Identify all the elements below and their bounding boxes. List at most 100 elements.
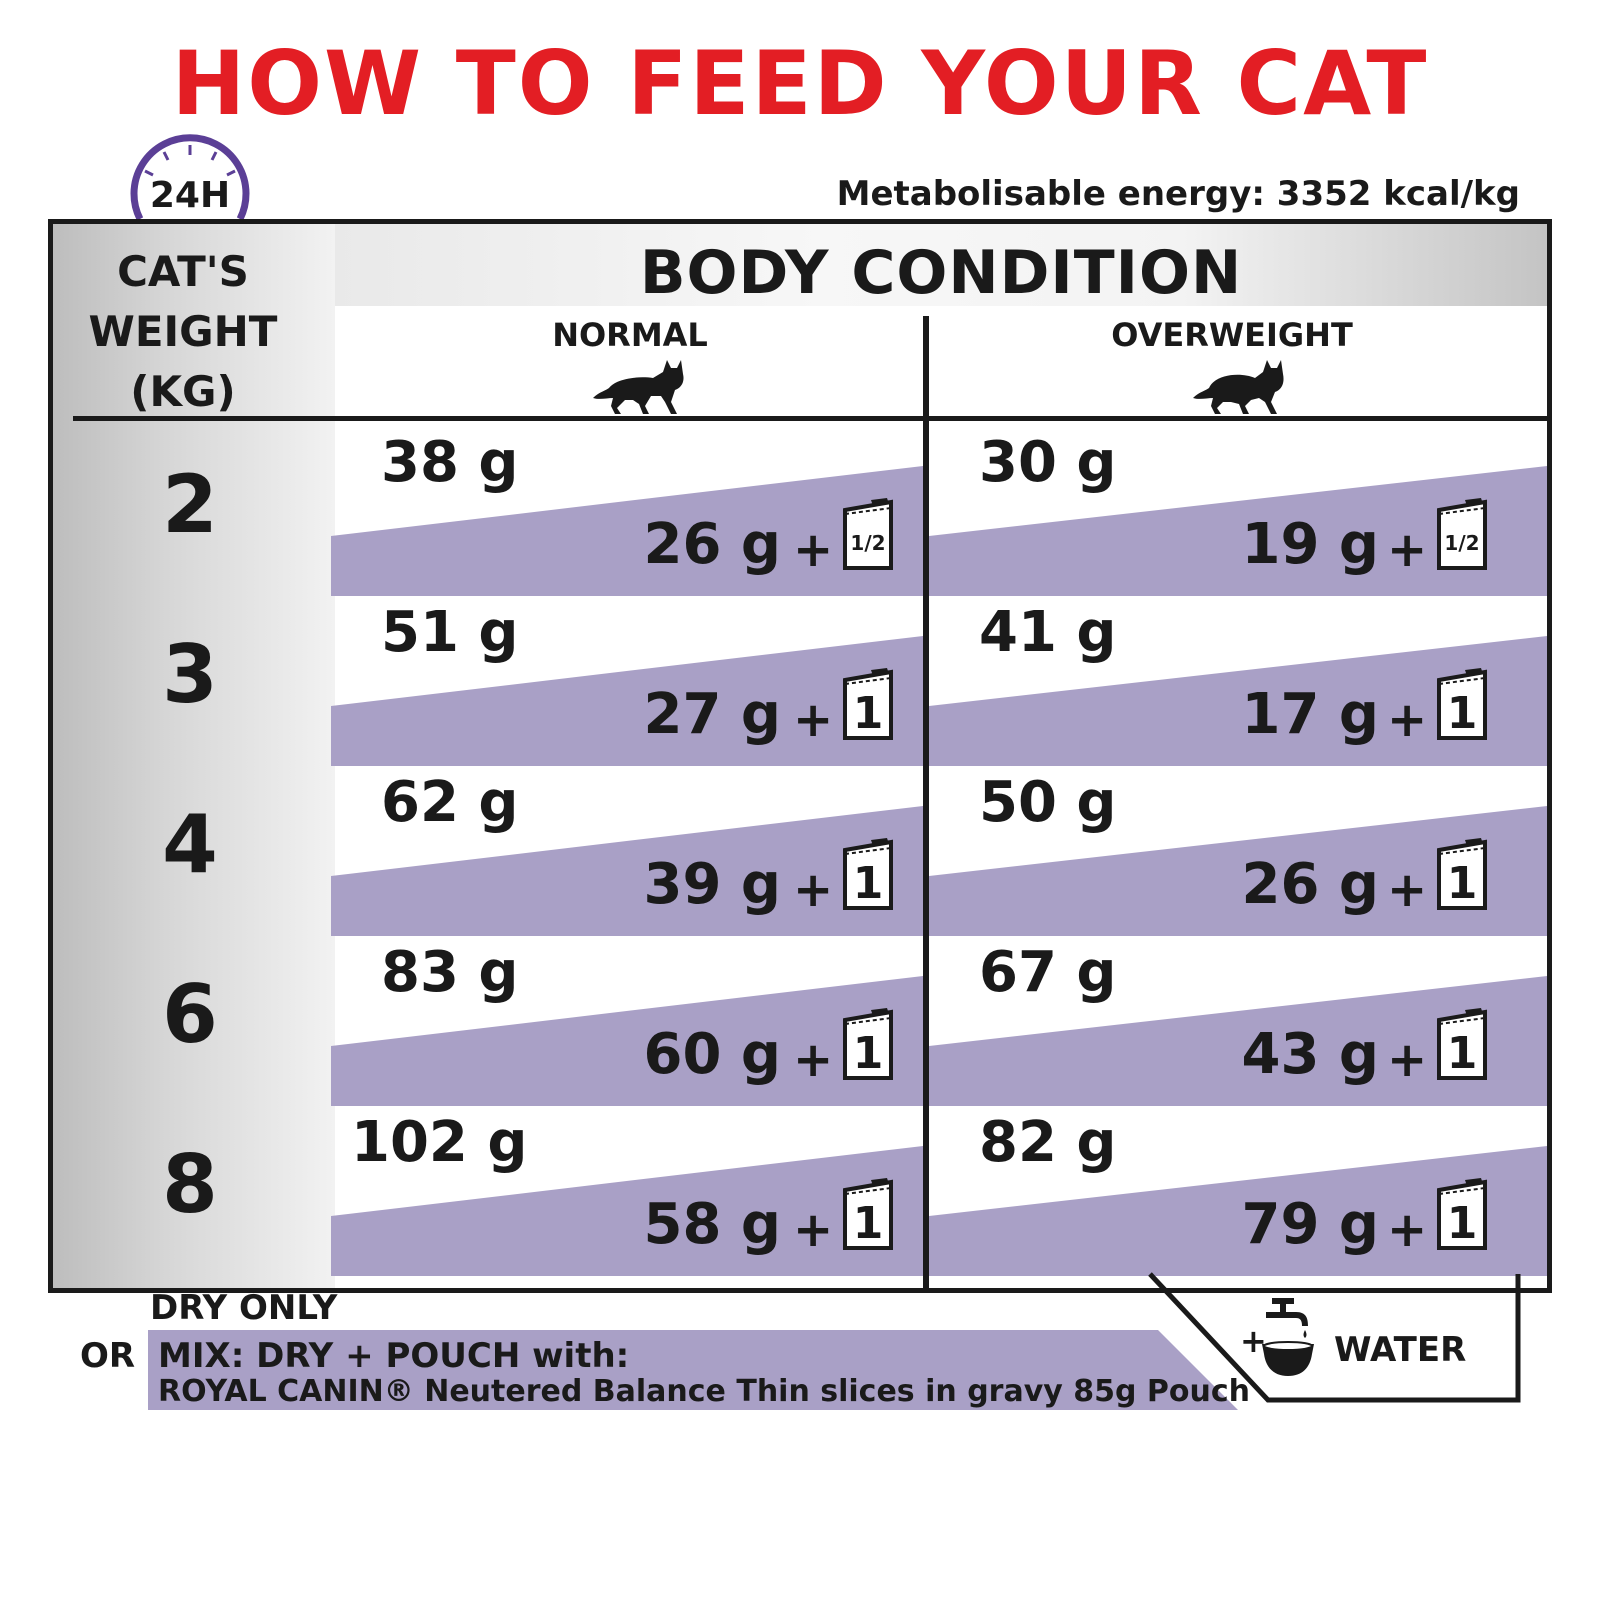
plus-sign: + — [793, 692, 834, 748]
plus-sign: + — [1387, 1202, 1428, 1258]
plus-sign: + — [793, 1032, 834, 1088]
pouch-icon: 1 — [843, 1008, 893, 1080]
column-header-normal: NORMAL — [552, 316, 708, 354]
mix-band-shape — [929, 466, 1547, 596]
weight-header: CAT'S WEIGHT (KG) — [53, 242, 313, 422]
mix-dry-amount: 27 g — [643, 682, 781, 747]
mix-band-fill — [331, 466, 923, 596]
plus-sign: + — [1387, 692, 1428, 748]
plus-sign: + — [1387, 862, 1428, 918]
mix-band-fill — [929, 466, 1547, 596]
mix-dry-amount: 43 g — [1241, 1022, 1379, 1087]
plus-sign: + — [793, 862, 834, 918]
legend-or: OR — [80, 1336, 136, 1376]
mix-band-fill — [929, 806, 1547, 936]
plus-sign: + — [1387, 1032, 1428, 1088]
mix-dry-amount: 79 g — [1241, 1192, 1379, 1257]
weight-column — [53, 224, 335, 1288]
mix-dry-amount: 17 g — [1241, 682, 1379, 747]
pouch-quantity: 1 — [853, 688, 884, 739]
pouch-icon: 1 — [1437, 668, 1487, 740]
serving-cell-overweight: 30 g 19 g +1/2 — [929, 426, 1547, 596]
dry-only-amount: 41 g — [979, 600, 1117, 665]
pouch-quantity: 1 — [1447, 1028, 1478, 1079]
dry-only-amount: 83 g — [381, 940, 519, 1005]
mix-band-fill — [929, 636, 1547, 766]
weight-header-line: (KG) — [130, 367, 236, 416]
metabolisable-energy: Metabolisable energy: 3352 kcal/kg — [836, 174, 1520, 214]
mix-band-shape — [929, 636, 1547, 766]
mix-band-fill — [331, 806, 923, 936]
body-condition-band — [335, 224, 1547, 306]
serving-cell-normal: 51 g 27 g +1 — [331, 596, 923, 766]
page-title: HOW TO FEED YOUR CAT — [171, 32, 1429, 135]
header-rule — [73, 416, 1547, 421]
dry-only-amount: 30 g — [979, 430, 1117, 495]
weight-value: 3 — [162, 628, 218, 721]
pouch-icon: 1/2 — [843, 498, 893, 570]
cat-silhouette-icon — [1193, 360, 1284, 414]
cat-silhouette-icon — [593, 360, 684, 414]
serving-cell-overweight: 41 g 17 g +1 — [929, 596, 1547, 766]
dry-only-amount: 62 g — [381, 770, 519, 835]
legend-mix-banner — [148, 1330, 1238, 1410]
pouch-icon: 1 — [843, 668, 893, 740]
weight-value: 6 — [162, 968, 218, 1061]
serving-cell-overweight: 67 g 43 g +1 — [929, 936, 1547, 1106]
mix-band-fill — [331, 976, 923, 1106]
pouch-quantity: 1/2 — [850, 531, 885, 555]
feeding-table: CAT'S WEIGHT (KG) BODY CONDITION NORMAL … — [48, 219, 1552, 1293]
dry-only-amount: 102 g — [351, 1110, 528, 1175]
weight-value: 4 — [162, 798, 218, 891]
weight-value: 2 — [162, 458, 218, 551]
mix-dry-amount: 60 g — [643, 1022, 781, 1087]
mix-band-shape — [331, 976, 923, 1106]
pouch-quantity: 1/2 — [1444, 531, 1479, 555]
weight-header-line: WEIGHT — [88, 307, 278, 356]
mix-dry-amount: 26 g — [643, 512, 781, 577]
dry-only-amount: 50 g — [979, 770, 1117, 835]
water-plus: + — [1240, 1322, 1267, 1360]
pouch-icon: 1 — [1437, 838, 1487, 910]
pouch-quantity: 1 — [853, 1028, 884, 1079]
serving-cell-normal: 83 g 60 g +1 — [331, 936, 923, 1106]
mix-band-fill — [929, 976, 1547, 1106]
weight-header-line: CAT'S — [117, 247, 249, 296]
mix-dry-amount: 19 g — [1241, 512, 1379, 577]
legend-mix-product: ROYAL CANIN® Neutered Balance Thin slice… — [158, 1374, 1251, 1409]
mix-band-shape — [331, 636, 923, 766]
mix-band-shape — [929, 1146, 1547, 1276]
pouch-quantity: 1 — [853, 858, 884, 909]
mix-dry-amount: 58 g — [643, 1192, 781, 1257]
pouch-quantity: 1 — [1447, 1198, 1478, 1249]
legend-water: WATER — [1334, 1330, 1467, 1370]
serving-cell-normal: 102 g 58 g +1 — [331, 1106, 923, 1276]
body-condition-header: BODY CONDITION — [639, 238, 1243, 308]
mix-band-fill — [331, 636, 923, 766]
mix-band-fill — [331, 1146, 923, 1276]
dry-only-amount: 38 g — [381, 430, 519, 495]
mix-band-fill — [929, 1146, 1547, 1276]
mix-band-shape — [929, 806, 1547, 936]
mix-band-shape — [331, 1146, 923, 1276]
dry-only-amount: 67 g — [979, 940, 1117, 1005]
legend-mix-title: MIX: DRY + POUCH with: — [158, 1336, 630, 1376]
water-box — [1148, 1272, 1521, 1403]
mix-dry-amount: 26 g — [1241, 852, 1379, 917]
mix-band-shape — [331, 806, 923, 936]
pouch-quantity: 1 — [853, 1198, 884, 1249]
clock-24h-label: 24H — [150, 175, 230, 216]
pouch-icon: 1 — [843, 838, 893, 910]
pouch-quantity: 1 — [1447, 688, 1478, 739]
serving-cell-normal: 38 g 26 g +1/2 — [331, 426, 923, 596]
column-header-overweight: OVERWEIGHT — [1111, 316, 1353, 354]
mix-band-shape — [929, 976, 1547, 1106]
pouch-icon: 1 — [843, 1178, 893, 1250]
mix-dry-amount: 39 g — [643, 852, 781, 917]
serving-cell-overweight: 82 g 79 g +1 — [929, 1106, 1547, 1276]
dry-only-amount: 51 g — [381, 600, 519, 665]
plus-sign: + — [793, 1202, 834, 1258]
pouch-quantity: 1 — [1447, 858, 1478, 909]
serving-cell-normal: 62 g 39 g +1 — [331, 766, 923, 936]
pouch-icon: 1 — [1437, 1178, 1487, 1250]
